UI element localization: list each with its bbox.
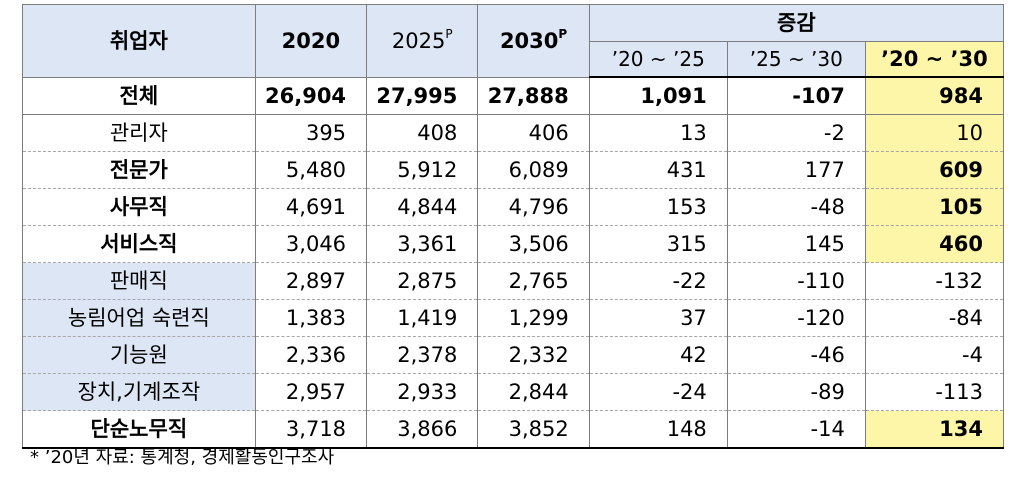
row-label: 판매직 — [22, 262, 256, 300]
table-row: 전문가 5,480 5,912 6,089 431 177 609 — [22, 151, 1005, 189]
row-label: 사무직 — [22, 188, 256, 226]
cell-change-25-30: -2 — [726, 114, 866, 152]
cell-change-20-30: 460 — [864, 225, 1005, 263]
cell-change-20-30: -84 — [864, 299, 1005, 337]
row-label: 서비스직 — [22, 225, 256, 263]
cell-change-20-30: -132 — [864, 262, 1005, 300]
cell-2030: 2,844 — [477, 373, 590, 411]
cell-2030: 2,765 — [477, 262, 590, 300]
cell-2020: 26,904 — [254, 77, 368, 115]
cell-change-20-25: 148 — [588, 410, 728, 449]
table-row: 농림어업 숙련직 1,383 1,419 1,299 37 -120 -84 — [22, 299, 1005, 337]
cell-change-25-30: -120 — [726, 299, 866, 337]
cell-change-20-25: 315 — [588, 225, 728, 263]
row-label: 관리자 — [22, 114, 256, 152]
table-row-total: 전체 26,904 27,995 27,888 1,091 -107 984 — [22, 77, 1005, 115]
table-row: 단순노무직 3,718 3,866 3,852 148 -14 134 — [22, 410, 1005, 449]
cell-change-20-25: 13 — [588, 114, 728, 152]
employment-table: 취업자 2020 2025P 2030P 증감 ’20 ~ ’25 ’25 ~ … — [22, 4, 1005, 449]
table-row: 서비스직 3,046 3,361 3,506 315 145 460 — [22, 225, 1005, 263]
cell-2025: 2,378 — [366, 336, 479, 374]
header-change-20-30: ’20 ~ ’30 — [864, 41, 1005, 78]
projection-mark: P — [445, 26, 453, 41]
row-label: 장치,기계조작 — [22, 373, 256, 411]
cell-2025: 3,361 — [366, 225, 479, 263]
cell-change-25-30: -14 — [726, 410, 866, 449]
cell-change-20-25: 153 — [588, 188, 728, 226]
cell-2020: 3,046 — [254, 225, 368, 263]
table-row: 장치,기계조작 2,957 2,933 2,844 -24 -89 -113 — [22, 373, 1005, 411]
cell-2030: 27,888 — [477, 77, 590, 115]
cell-change-25-30: -48 — [726, 188, 866, 226]
cell-change-20-30: 10 — [864, 114, 1005, 152]
cell-2030: 1,299 — [477, 299, 590, 337]
row-label: 단순노무직 — [22, 410, 256, 449]
row-label: 기능원 — [22, 336, 256, 374]
cell-2025: 408 — [366, 114, 479, 152]
cell-2025: 3,866 — [366, 410, 479, 449]
cell-2025: 27,995 — [366, 77, 479, 115]
header-change: 증감 — [588, 4, 1005, 42]
cell-change-20-30: -113 — [864, 373, 1005, 411]
cell-2020: 2,897 — [254, 262, 368, 300]
table-row: 기능원 2,336 2,378 2,332 42 -46 -4 — [22, 336, 1005, 374]
cell-2025: 2,933 — [366, 373, 479, 411]
cell-2030: 4,796 — [477, 188, 590, 226]
cell-change-20-25: 42 — [588, 336, 728, 374]
projection-mark: P — [558, 26, 568, 41]
table-body: 전체 26,904 27,995 27,888 1,091 -107 984 관… — [22, 77, 1005, 449]
header-change-25-30: ’25 ~ ’30 — [726, 41, 866, 78]
cell-2030: 2,332 — [477, 336, 590, 374]
cell-change-20-30: 105 — [864, 188, 1005, 226]
row-label: 전문가 — [22, 151, 256, 189]
cell-2025: 4,844 — [366, 188, 479, 226]
table-row: 사무직 4,691 4,844 4,796 153 -48 105 — [22, 188, 1005, 226]
header-2020: 2020 — [254, 4, 368, 78]
cell-change-20-25: 37 — [588, 299, 728, 337]
cell-2025: 1,419 — [366, 299, 479, 337]
cell-2030: 406 — [477, 114, 590, 152]
cell-change-20-30: 984 — [864, 77, 1005, 115]
cell-change-25-30: -46 — [726, 336, 866, 374]
cell-change-25-30: -107 — [726, 77, 866, 115]
header-2030: 2030P — [477, 4, 590, 78]
cell-change-20-25: -24 — [588, 373, 728, 411]
cell-change-20-25: -22 — [588, 262, 728, 300]
header-2025: 2025P — [366, 4, 479, 78]
cell-2020: 3,718 — [254, 410, 368, 449]
cell-change-20-30: 134 — [864, 410, 1005, 449]
cell-2020: 1,383 — [254, 299, 368, 337]
cell-2020: 395 — [254, 114, 368, 152]
cell-change-20-25: 431 — [588, 151, 728, 189]
table-row: 관리자 395 408 406 13 -2 10 — [22, 114, 1005, 152]
table-header: 취업자 2020 2025P 2030P 증감 ’20 ~ ’25 ’25 ~ … — [22, 4, 1005, 78]
cell-2020: 2,336 — [254, 336, 368, 374]
header-change-20-25: ’20 ~ ’25 — [588, 41, 728, 78]
cell-2030: 3,852 — [477, 410, 590, 449]
cell-2030: 3,506 — [477, 225, 590, 263]
row-label: 전체 — [22, 77, 256, 115]
cell-2020: 5,480 — [254, 151, 368, 189]
cell-2020: 2,957 — [254, 373, 368, 411]
row-label: 농림어업 숙련직 — [22, 299, 256, 337]
header-occupation: 취업자 — [22, 4, 256, 78]
cell-change-20-30: 609 — [864, 151, 1005, 189]
cell-change-25-30: 177 — [726, 151, 866, 189]
source-footnote: * ’20년 자료: 통계청, 경제활동인구조사 — [30, 447, 335, 468]
cell-change-25-30: -110 — [726, 262, 866, 300]
cell-2030: 6,089 — [477, 151, 590, 189]
cell-2025: 5,912 — [366, 151, 479, 189]
cell-change-25-30: -89 — [726, 373, 866, 411]
table-row: 판매직 2,897 2,875 2,765 -22 -110 -132 — [22, 262, 1005, 300]
cell-2020: 4,691 — [254, 188, 368, 226]
cell-change-20-25: 1,091 — [588, 77, 728, 115]
cell-change-25-30: 145 — [726, 225, 866, 263]
cell-change-20-30: -4 — [864, 336, 1005, 374]
cell-2025: 2,875 — [366, 262, 479, 300]
